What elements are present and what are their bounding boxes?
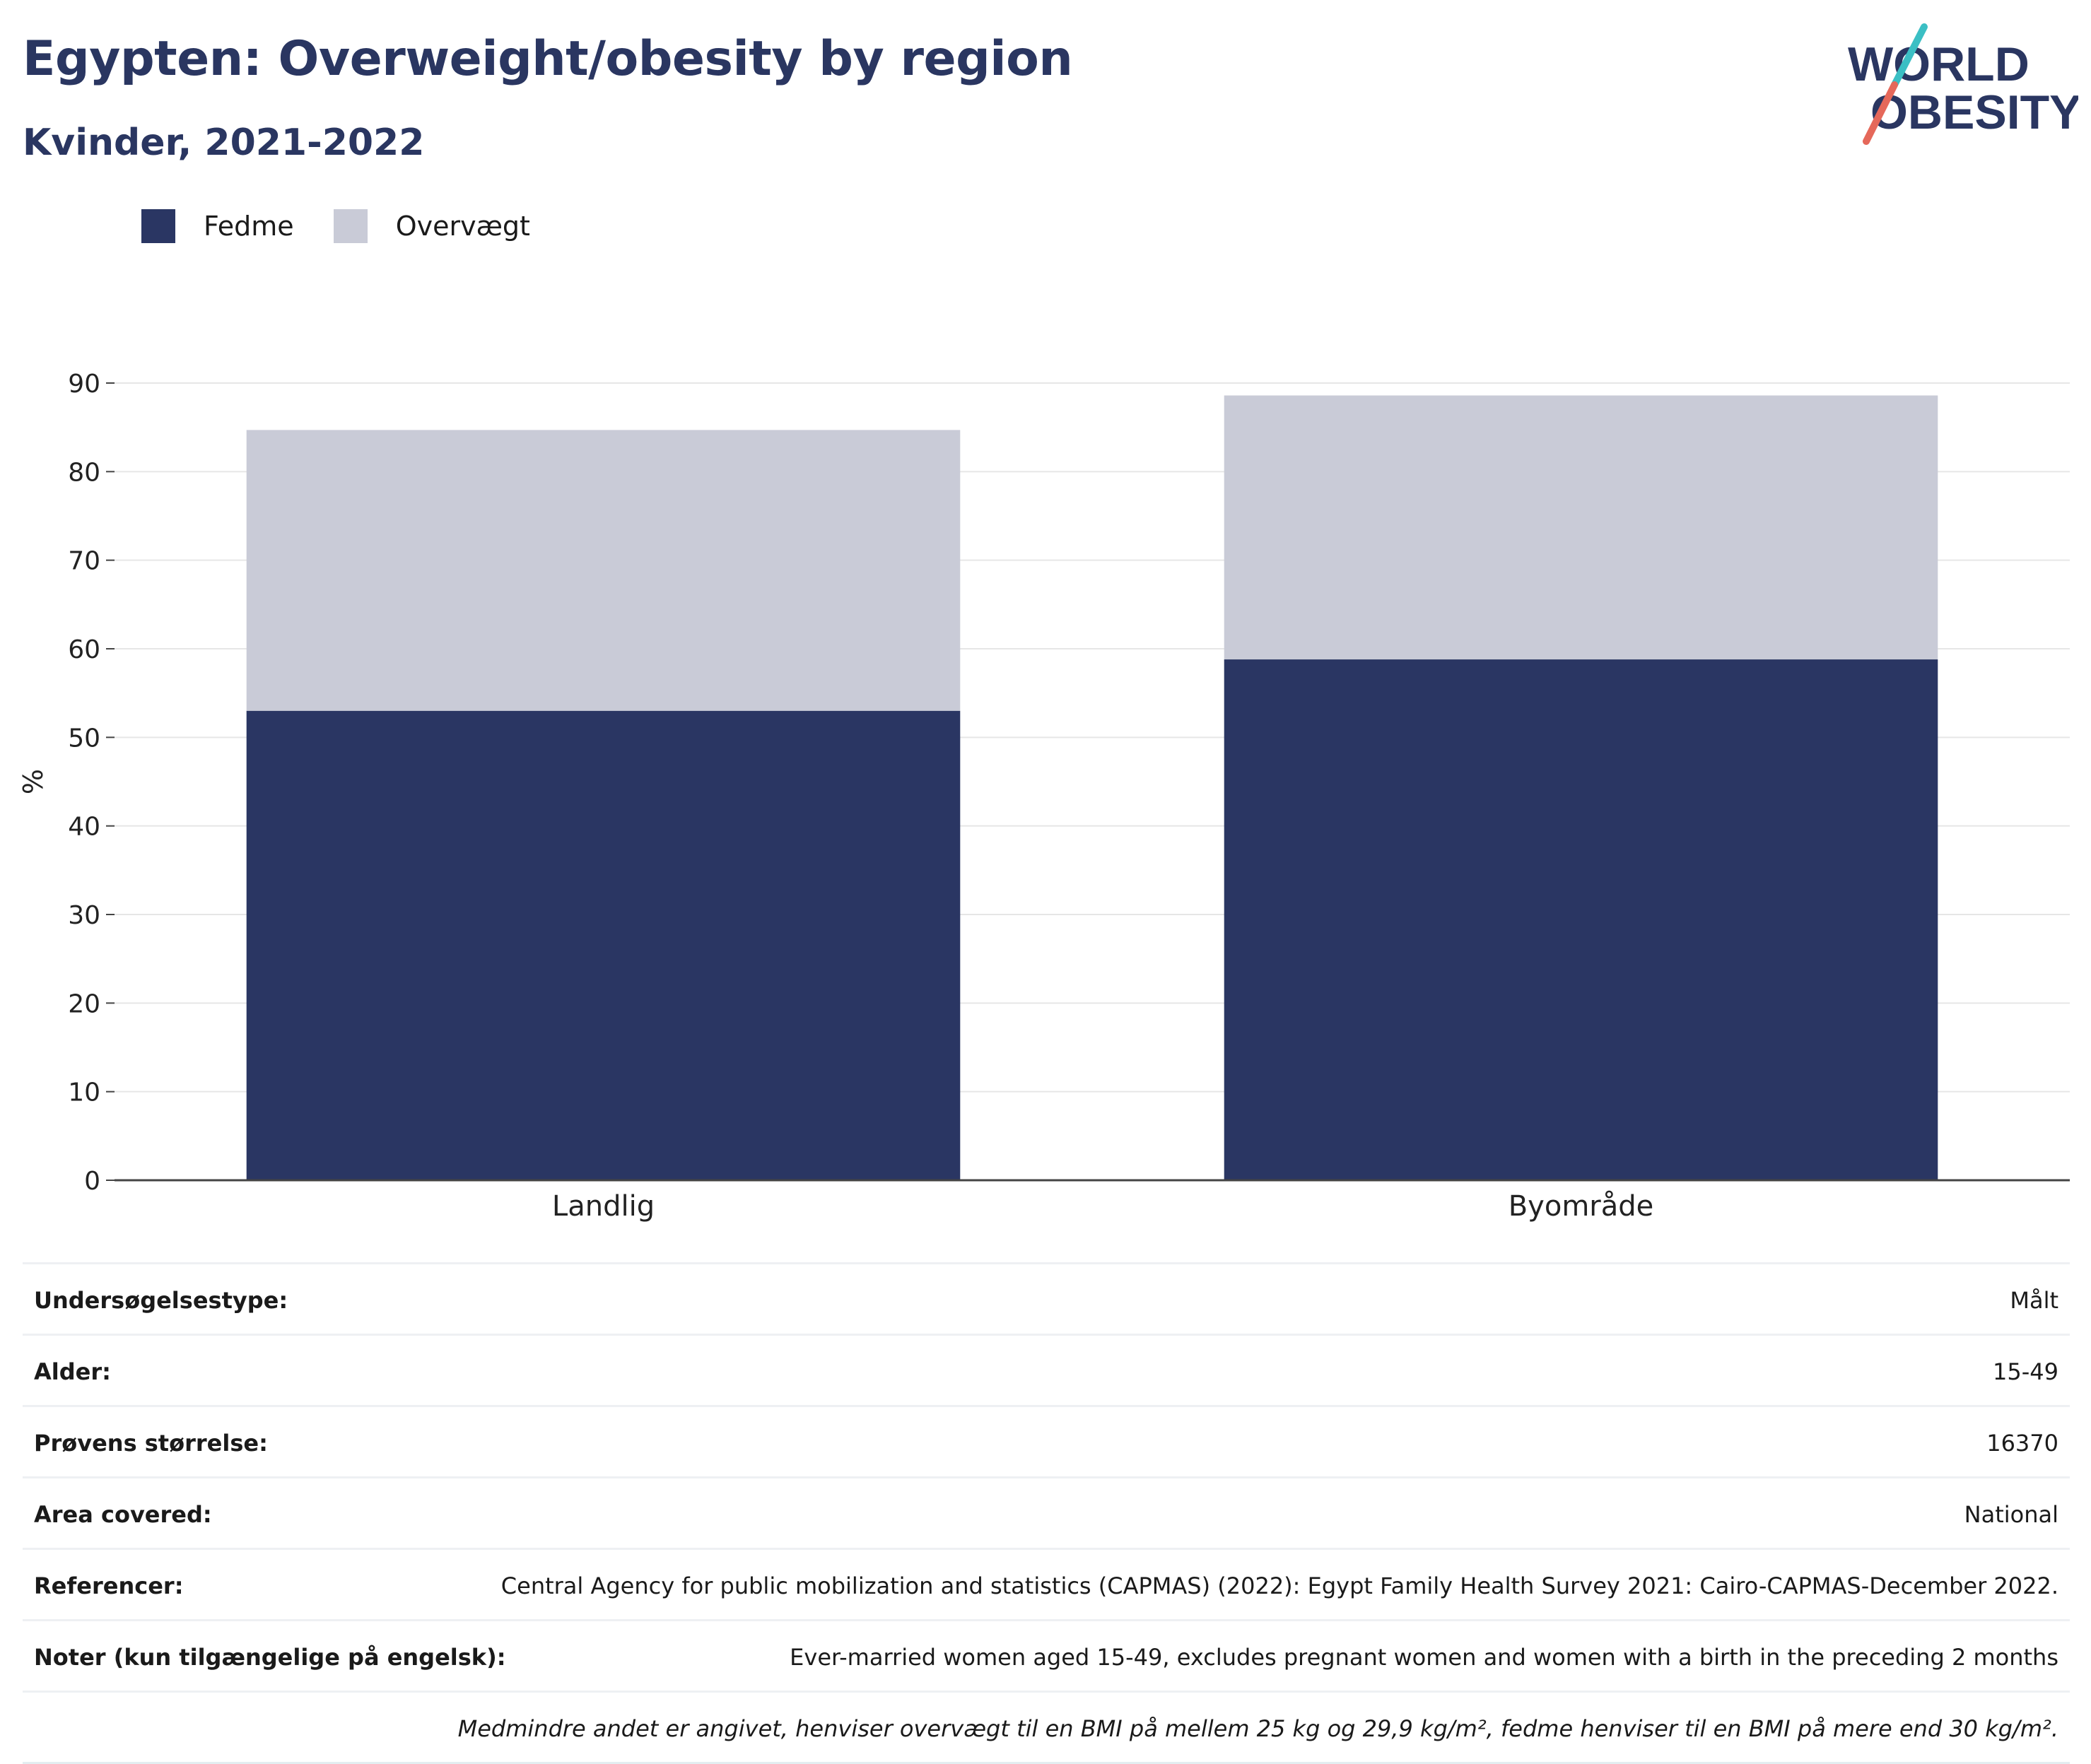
info-value: Ever-married women aged 15-49, excludes …: [790, 1644, 2058, 1671]
survey-info-table: Undersøgelsestype: Målt Alder: 15-49 Prø…: [23, 1262, 2070, 1764]
info-row-area-covered: Area covered: National: [23, 1476, 2070, 1548]
info-value: Målt: [2010, 1287, 2058, 1314]
info-label: Alder:: [34, 1358, 111, 1385]
info-value: National: [1964, 1501, 2058, 1528]
y-tick-label: 70: [68, 547, 100, 576]
info-row-footnote: Medmindre andet er angivet, henviser ove…: [23, 1690, 2070, 1764]
info-row-age: Alder: 15-49: [23, 1334, 2070, 1405]
bar-fedme-landlig: [246, 710, 961, 1180]
legend-item-overvaegt[interactable]: Overvægt: [333, 209, 530, 243]
info-row-notes: Noter (kun tilgængelige på engelsk): Eve…: [23, 1619, 2070, 1690]
legend-label-fedme: Fedme: [204, 211, 294, 242]
y-tick-label: 10: [68, 1078, 100, 1107]
footnote-text: Medmindre andet er angivet, henviser ove…: [457, 1715, 2058, 1742]
info-label: Undersøgelsestype:: [34, 1287, 288, 1314]
x-tick-label: Byområde: [1509, 1190, 1654, 1223]
y-tick-label: 0: [84, 1167, 100, 1196]
y-tick-label: 80: [68, 458, 100, 487]
y-axis-label: %: [18, 769, 49, 794]
logo-stroke-red: [1863, 81, 1898, 145]
info-value: 15-49: [1993, 1358, 2058, 1385]
y-tick-label: 60: [68, 635, 100, 664]
info-value: 16370: [1986, 1430, 2058, 1457]
legend-item-fedme[interactable]: Fedme: [141, 209, 294, 243]
chart-title: Egypten: Overweight/obesity by region: [23, 31, 1073, 87]
chart-legend: Fedme Overvægt: [141, 209, 570, 243]
x-tick-label: Landlig: [552, 1190, 655, 1223]
chart-subtitle: Kvinder, 2021-2022: [23, 122, 425, 164]
y-tick-label: 90: [68, 370, 100, 399]
info-label: Noter (kun tilgængelige på engelsk):: [34, 1644, 506, 1671]
info-label: Prøvens størrelse:: [34, 1430, 268, 1457]
info-label: Area covered:: [34, 1501, 212, 1528]
y-tick-label: 50: [68, 724, 100, 753]
world-obesity-logo: WORLD OBESITY: [1848, 23, 2078, 145]
legend-label-overvaegt: Overvægt: [395, 211, 530, 242]
legend-swatch-fedme: [141, 209, 175, 243]
info-label: Referencer:: [34, 1572, 184, 1599]
y-tick-label: 30: [68, 901, 100, 930]
y-tick-label: 40: [68, 813, 100, 842]
bar-overvaegt-byomraade: [1224, 395, 1938, 660]
info-row-references: Referencer: Central Agency for public mo…: [23, 1548, 2070, 1619]
legend-swatch-overvaegt: [333, 209, 368, 243]
logo-stroke-teal: [1891, 23, 1928, 88]
bar-fedme-byomraade: [1224, 659, 1938, 1180]
info-row-sample-size: Prøvens størrelse: 16370: [23, 1405, 2070, 1476]
y-tick-label: 20: [68, 989, 100, 1018]
logo-text-world: WORLD: [1848, 37, 2030, 91]
logo-text-obesity: OBESITY: [1870, 86, 2078, 139]
stacked-bar-chart: 0 10 20 30 40 50 60 70 80 90% Landlig Byområde: [18, 370, 2070, 1223]
bar-overvaegt-landlig: [246, 430, 961, 711]
info-row-survey-type: Undersøgelsestype: Målt: [23, 1262, 2070, 1334]
info-value: Central Agency for public mobilization a…: [500, 1572, 2058, 1599]
